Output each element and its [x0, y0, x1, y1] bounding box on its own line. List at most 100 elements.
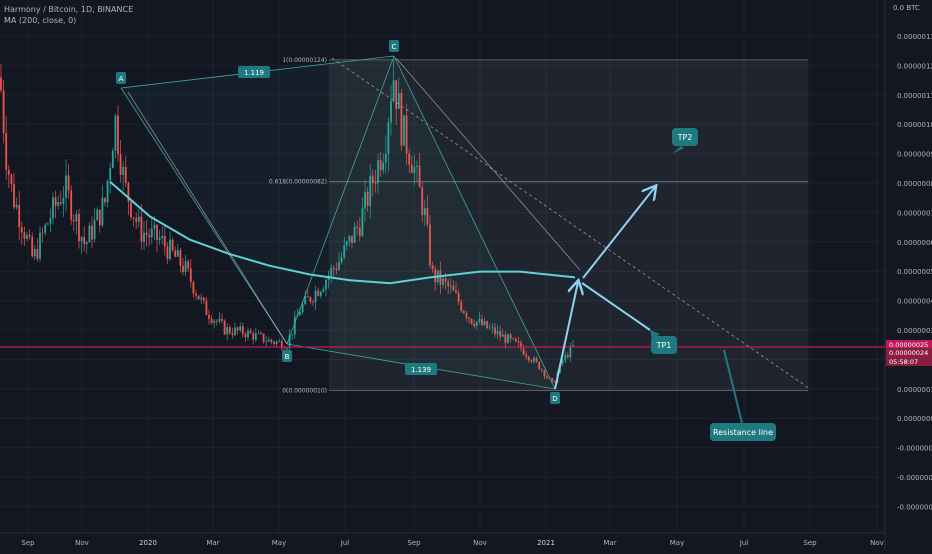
candle-body[interactable]	[353, 226, 356, 243]
candle-body[interactable]	[369, 175, 372, 206]
candle-body[interactable]	[330, 267, 333, 276]
candle-body[interactable]	[26, 235, 28, 239]
candle-body[interactable]	[5, 133, 8, 170]
candle-body[interactable]	[80, 237, 83, 242]
candle-body[interactable]	[564, 354, 567, 361]
candle-body[interactable]	[104, 197, 106, 203]
candle-body[interactable]	[340, 257, 343, 263]
candle-body[interactable]	[405, 115, 408, 154]
candle-body[interactable]	[210, 318, 213, 323]
candle-body[interactable]	[83, 237, 86, 245]
candle-body[interactable]	[205, 300, 208, 315]
candle-body[interactable]	[452, 285, 455, 291]
candle-body[interactable]	[460, 301, 463, 311]
candle-body[interactable]	[364, 191, 366, 209]
candle-body[interactable]	[189, 268, 192, 283]
candle-body[interactable]	[397, 92, 400, 109]
candle-body[interactable]	[176, 250, 179, 257]
candle-body[interactable]	[163, 236, 166, 247]
candle-body[interactable]	[416, 165, 418, 167]
candle-body[interactable]	[413, 166, 416, 173]
candle-body[interactable]	[488, 327, 491, 329]
candle-body[interactable]	[153, 224, 156, 229]
candle-body[interactable]	[247, 330, 249, 338]
candle-body[interactable]	[174, 250, 177, 257]
candle-body[interactable]	[273, 341, 275, 344]
candle-body[interactable]	[569, 346, 572, 358]
candle-body[interactable]	[387, 122, 390, 154]
candle-body[interactable]	[23, 232, 26, 239]
candle-body[interactable]	[31, 236, 34, 257]
candle-body[interactable]	[483, 321, 486, 325]
candle-body[interactable]	[293, 316, 296, 335]
candle-body[interactable]	[249, 330, 252, 334]
candle-body[interactable]	[234, 327, 236, 335]
candle-body[interactable]	[504, 334, 507, 344]
candle-body[interactable]	[527, 356, 530, 361]
candle-body[interactable]	[145, 232, 148, 235]
candle-body[interactable]	[520, 342, 522, 349]
candle-body[interactable]	[158, 238, 161, 240]
candle-body[interactable]	[213, 320, 216, 323]
candle-body[interactable]	[343, 245, 346, 258]
candle-body[interactable]	[286, 348, 288, 350]
arrow-to-tp2[interactable]	[582, 187, 655, 279]
candle-body[interactable]	[465, 312, 468, 318]
candle-body[interactable]	[429, 224, 431, 266]
candle-body[interactable]	[473, 323, 476, 327]
candle-body[interactable]	[200, 297, 203, 300]
candle-body[interactable]	[166, 246, 169, 260]
candle-body[interactable]	[312, 301, 314, 303]
candle-body[interactable]	[114, 115, 117, 151]
candle-body[interactable]	[109, 168, 112, 181]
candle-body[interactable]	[96, 209, 99, 221]
candle-body[interactable]	[184, 261, 187, 273]
candle-body[interactable]	[13, 184, 15, 208]
candle-body[interactable]	[111, 150, 114, 169]
candle-body[interactable]	[514, 338, 517, 342]
arrow-up-to-d[interactable]	[554, 282, 578, 390]
candle-body[interactable]	[135, 218, 138, 222]
candle-body[interactable]	[358, 227, 361, 236]
tp1-label-bg[interactable]	[651, 336, 677, 354]
candle-body[interactable]	[265, 341, 268, 343]
candle-body[interactable]	[530, 360, 533, 362]
candle-body[interactable]	[10, 174, 13, 185]
candle-body[interactable]	[150, 228, 153, 238]
candle-body[interactable]	[257, 332, 260, 334]
candle-body[interactable]	[62, 197, 65, 204]
candle-body[interactable]	[517, 341, 520, 343]
candle-body[interactable]	[260, 332, 262, 334]
candle-body[interactable]	[572, 344, 574, 347]
moving-average-line[interactable]	[109, 180, 576, 285]
candle-body[interactable]	[239, 326, 242, 331]
candle-body[interactable]	[124, 166, 127, 183]
candle-body[interactable]	[348, 235, 351, 242]
candle-body[interactable]	[244, 334, 247, 338]
candle-body[interactable]	[117, 115, 119, 155]
candle-body[interactable]	[28, 235, 31, 237]
candle-body[interactable]	[546, 376, 548, 378]
candle-body[interactable]	[171, 239, 174, 251]
candle-body[interactable]	[356, 226, 359, 228]
candle-body[interactable]	[187, 261, 190, 269]
candle-body[interactable]	[543, 370, 546, 377]
candle-body[interactable]	[345, 241, 348, 246]
candle-body[interactable]	[241, 326, 244, 335]
candle-body[interactable]	[400, 92, 403, 146]
candle-body[interactable]	[351, 235, 353, 243]
candle-body[interactable]	[52, 197, 54, 219]
candle-body[interactable]	[49, 218, 52, 224]
candle-body[interactable]	[431, 265, 434, 269]
candle-body[interactable]	[486, 321, 489, 329]
candle-body[interactable]	[270, 339, 273, 342]
candle-body[interactable]	[325, 279, 327, 290]
candle-body[interactable]	[522, 348, 525, 355]
candle-body[interactable]	[377, 160, 379, 184]
candle-body[interactable]	[447, 281, 450, 287]
candle-body[interactable]	[280, 341, 283, 349]
candle-body[interactable]	[161, 236, 164, 239]
dashed-trend-line[interactable]	[331, 57, 811, 390]
candle-body[interactable]	[75, 213, 78, 222]
candle-body[interactable]	[361, 208, 364, 236]
